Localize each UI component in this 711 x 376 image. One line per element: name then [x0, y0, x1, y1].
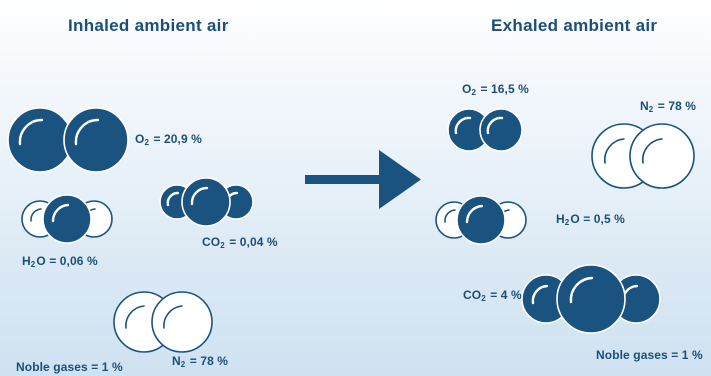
exhaled-n2-molecule	[591, 123, 695, 189]
inhaled-title: Inhaled ambient air	[68, 16, 229, 35]
inhaled-h2o-molecule	[21, 194, 113, 244]
exhaled-h2o-molecule	[435, 195, 527, 245]
inhaled-h2o-label: H2O = 0,06 %	[22, 254, 98, 269]
inhaled-n2-molecule	[113, 291, 213, 353]
exhaled-h2o-label: H2O = 0,5 %	[556, 212, 625, 227]
exhaled-o2-molecule	[447, 108, 523, 152]
exhaled-title: Exhaled ambient air	[491, 16, 658, 35]
exhaled-noble-label: Noble gases = 1 %	[596, 348, 703, 362]
inhaled-n2-label: N2 = 78 %	[172, 354, 229, 369]
inhaled-o2-molecule	[7, 107, 129, 173]
exhaled-n2-label: N2 = 78 %	[640, 99, 697, 114]
exhaled-co2-label: CO2 = 4 %	[463, 288, 522, 303]
exhaled-o2-label: O2 = 16,5 %	[462, 82, 529, 97]
exhaled-co2-molecule	[521, 264, 661, 334]
inhaled-noble-label: Noble gases = 1 %	[16, 360, 123, 374]
inhaled-o2-label: O2 = 20,9 %	[135, 132, 202, 147]
inhaled-co2-molecule	[159, 177, 254, 227]
arrow-icon	[305, 150, 421, 209]
inhaled-co2-label: CO2 = 0,04 %	[202, 235, 278, 250]
